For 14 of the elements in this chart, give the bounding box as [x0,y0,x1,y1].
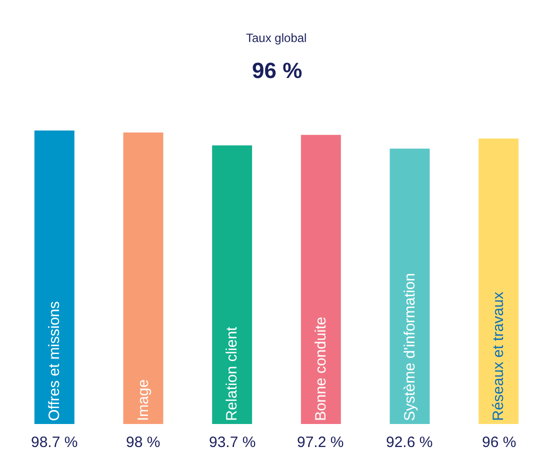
data-label: 97.2 % [297,434,344,451]
chart-title: Taux global [246,31,307,45]
data-label: 98.7 % [31,434,78,451]
x-tick-label: Bonne conduite [312,316,330,421]
x-tick-label: Offres et missions [46,301,63,421]
data-label: 96 % [482,434,516,451]
data-label: 92.6 % [386,434,433,451]
chart-subtitle: 96 % [252,58,302,83]
x-tick-label: Image [134,379,152,421]
x-tick-label: Relation client [224,326,241,421]
data-label: 98 % [126,434,160,451]
x-tick-label: Système d'information [401,273,418,421]
x-tick-label: Réseaux et travaux [490,291,508,421]
data-label: 93.7 % [209,434,256,451]
